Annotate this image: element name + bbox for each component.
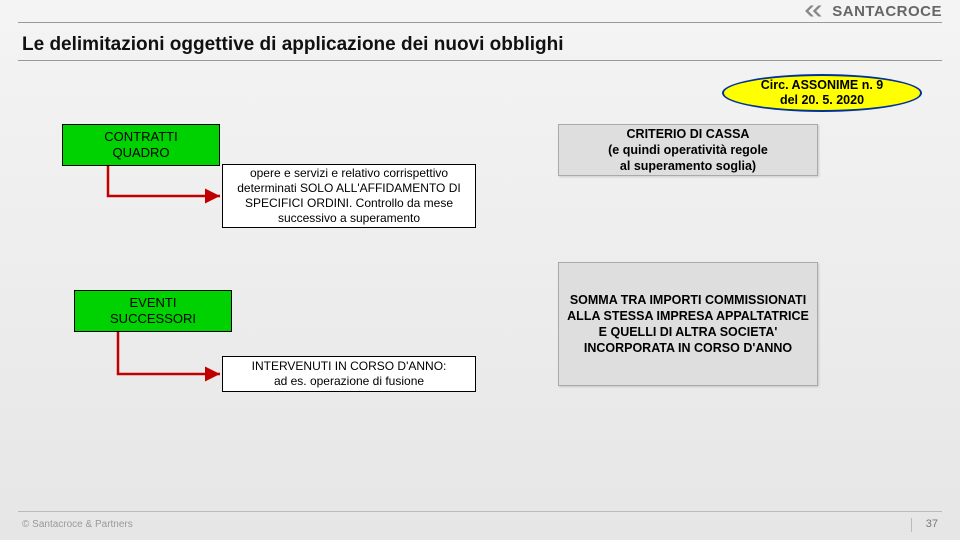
footer-rule (18, 511, 942, 512)
page-title: Le delimitazioni oggettive di applicazio… (22, 34, 564, 56)
brand-logo: SANTACROCE (804, 0, 942, 22)
box-somma-bold: SOMMA (570, 293, 617, 307)
brand-text: SANTACROCE (832, 3, 942, 20)
box-opere-text: opere e servizi e relativo corrispettivo… (229, 166, 469, 226)
header-rule (18, 22, 942, 23)
box-intervenuti: INTERVENUTI IN CORSO D'ANNO: ad es. oper… (222, 356, 476, 392)
brand-chevrons-icon (804, 0, 826, 22)
box-criterio-cassa: CRITERIO DI CASSA (e quindi operatività … (558, 124, 818, 176)
box-somma: SOMMA TRA IMPORTI COMMISSIONATI ALLA STE… (558, 262, 818, 386)
footer-copyright: © Santacroce & Partners (22, 519, 133, 530)
box-contratti-quadro: CONTRATTI QUADRO (62, 124, 220, 166)
box-opere: opere e servizi e relativo corrispettivo… (222, 164, 476, 228)
callout-line2: del 20. 5. 2020 (780, 93, 864, 107)
box-eventi-successori: EVENTI SUCCESSORI (74, 290, 232, 332)
callout-assonime: Circ. ASSONIME n. 9 del 20. 5. 2020 (722, 74, 922, 112)
page-number: 37 (926, 518, 938, 530)
slide: SANTACROCE Le delimitazioni oggettive di… (0, 0, 960, 540)
page-separator (911, 518, 912, 532)
title-underline (18, 60, 942, 61)
callout-line1: Circ. ASSONIME n. 9 (761, 78, 883, 92)
